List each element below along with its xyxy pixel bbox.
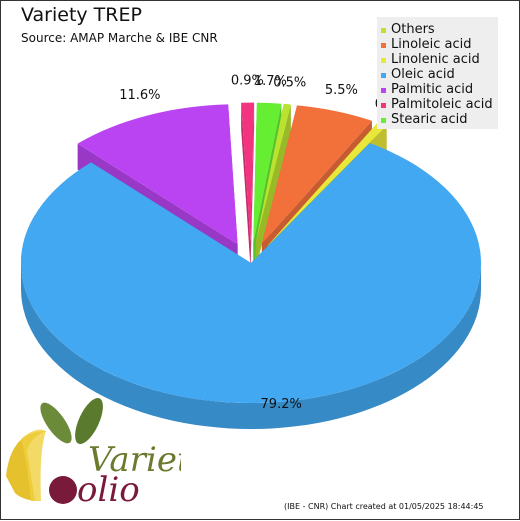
chart-footer: (IBE - CNR) Chart created at 01/05/2025 … [284,502,484,511]
pie-slice-linolenic-acid [267,122,387,246]
legend-label: Stearic acid [391,112,468,127]
pie-slice-palmitoleic-acid [241,102,255,243]
logo-text-olio: olio [77,470,140,510]
pie-data-label: 5.5% [325,83,358,98]
legend-swatch [381,103,386,108]
legend-label: Others [391,22,435,37]
legend-swatch [381,58,386,63]
pie-data-label: 0.5% [273,75,306,90]
logo-text-varieta: Varietà [88,440,181,480]
legend-label: Linoleic acid [391,37,472,52]
pie-slice-linoleic-acid [261,105,372,244]
varieta-olio-logo: Varietà olio [6,397,181,510]
pie-slice-wall [250,102,255,269]
legend-swatch [381,28,386,33]
pie-slice-palmitic-acid [77,104,238,245]
pie-data-label: 79.2% [261,397,302,412]
chart-subtitle: Source: AMAP Marche & IBE CNR [21,31,218,45]
pie-data-label: 0.9% [231,74,264,89]
legend-label: Oleic acid [391,67,455,82]
pie-data-label: 11.6% [119,88,160,103]
legend-label: Palmitoleic acid [391,97,493,112]
chart-title: Variety TREP [21,4,142,26]
legend-label: Linolenic acid [391,52,480,67]
legend-swatch [381,73,386,78]
pie-slice-oleic-acid [21,143,481,404]
pie-slice-wall [255,104,291,269]
pie-slice-others [255,103,291,243]
chart-legend: Others Linoleic acid Linolenic acid Oleic a… [377,17,498,129]
legend-label: Palmitic acid [391,82,474,97]
pie-slice-stearic-acid [253,102,282,243]
pie-slice-wall [241,102,251,269]
legend-swatch [381,88,386,93]
pie-slice-rim [21,263,481,429]
pie-data-label: 1.7% [254,74,287,89]
legend-swatch [381,43,386,48]
legend-swatch [381,118,386,123]
